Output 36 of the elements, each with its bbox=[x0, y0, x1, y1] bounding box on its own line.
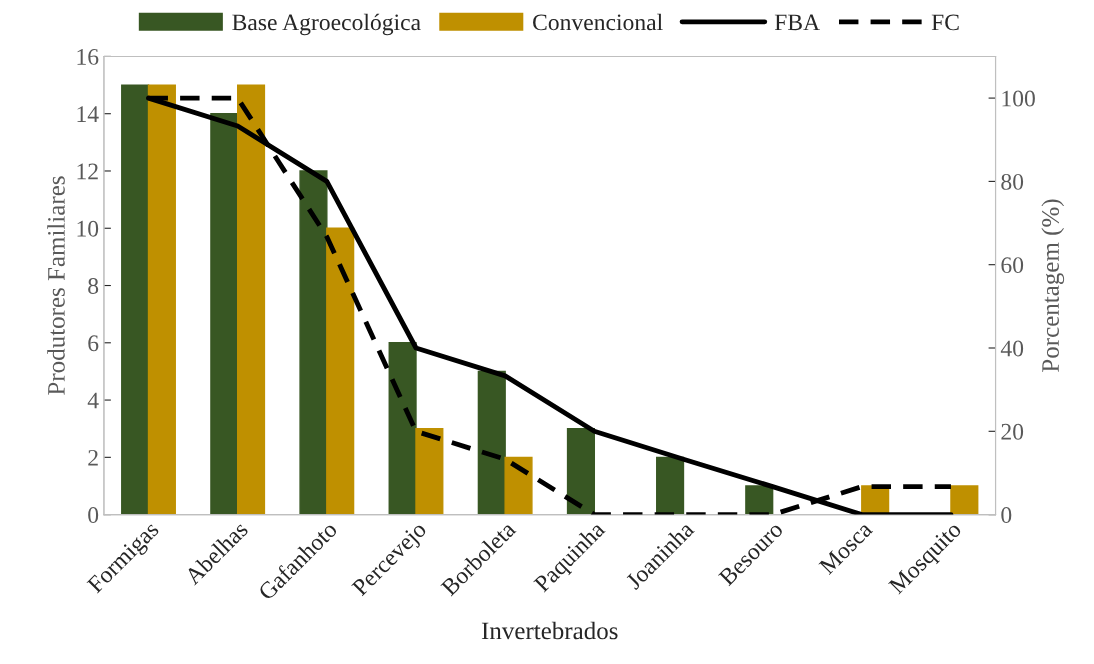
legend-label: Base Agroecológica bbox=[232, 13, 421, 36]
legend-label: FBA bbox=[774, 14, 820, 31]
y-axis-title: Produtores Familiares bbox=[47, 176, 65, 395]
y-tick-label: 6 bbox=[88, 335, 99, 352]
y-tick-label: 10 bbox=[77, 220, 99, 237]
y-tick-label: 14 bbox=[77, 106, 99, 122]
legend-label: Convencional bbox=[533, 13, 663, 31]
y2-tick-label: 100 bbox=[1002, 90, 1035, 107]
bar bbox=[950, 485, 979, 515]
bar bbox=[504, 456, 533, 515]
bar bbox=[236, 84, 266, 515]
y-tick-label: 0 bbox=[88, 507, 99, 524]
y-tick-label: 2 bbox=[88, 449, 98, 466]
bar bbox=[566, 428, 596, 515]
bar bbox=[210, 113, 239, 515]
bar bbox=[326, 227, 355, 515]
x-axis-title: Invertebrados bbox=[481, 621, 618, 640]
bar bbox=[477, 370, 506, 515]
y2-tick-label: 0 bbox=[1001, 507, 1012, 524]
y2-tick-label: 80 bbox=[1001, 173, 1024, 190]
legend-label: FC bbox=[931, 14, 959, 31]
y2-tick-label: 20 bbox=[1001, 423, 1024, 440]
y-tick-label: 12 bbox=[77, 163, 98, 180]
bar bbox=[656, 456, 685, 515]
y-tick-label: 8 bbox=[88, 278, 99, 294]
bar bbox=[121, 84, 150, 515]
bar bbox=[147, 84, 176, 515]
bar bbox=[299, 170, 328, 515]
bar bbox=[415, 428, 444, 515]
y-tick-label: 4 bbox=[87, 392, 99, 409]
y-tick-label: 16 bbox=[77, 49, 99, 65]
y2-tick-label: 60 bbox=[1001, 257, 1024, 274]
bar bbox=[745, 485, 774, 515]
y2-axis-title: Porcentagem (%) bbox=[1041, 199, 1065, 372]
y2-tick-label: 40 bbox=[1000, 340, 1024, 357]
bar bbox=[388, 342, 417, 515]
